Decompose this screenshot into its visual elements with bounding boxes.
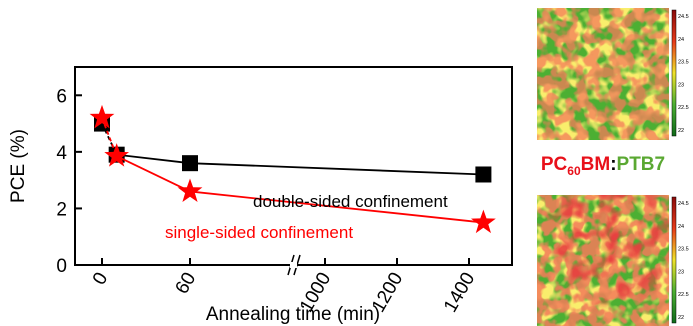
series-line-segment: [116, 153, 191, 165]
y-tick-label: 0: [56, 256, 67, 277]
data-point-square: [475, 166, 492, 183]
colorbar-tick-label: 23.5: [678, 247, 689, 253]
x-tick-label: 1400: [440, 269, 479, 316]
colorbar-tick-label: 24.5: [678, 14, 689, 20]
colorbar-tick-label: 23.5: [678, 60, 689, 66]
y-tick-label: 2: [56, 199, 67, 220]
top-morphology-map: [537, 8, 669, 140]
colorbar-tick-label: 22.5: [678, 292, 689, 298]
y-tick-label: 6: [56, 86, 67, 107]
x-axis-label: Annealing time (min): [206, 304, 380, 325]
series-line-segment: [116, 155, 191, 193]
series-line-segment: [189, 190, 484, 224]
y-axis-ticks: 0 2 4 6: [56, 86, 82, 277]
data-point-star: [177, 178, 203, 202]
material-label: PC60BM:PTB7: [541, 154, 665, 178]
label-pcbm-sub: 60: [567, 164, 581, 178]
colorbar-tick-label: 22.5: [678, 105, 689, 111]
legend-label-double: double-sided confinement: [253, 192, 448, 211]
axis-break-mark: [287, 254, 301, 276]
series-layer: [89, 104, 496, 234]
data-point-star: [471, 209, 496, 234]
data-point-star: [104, 143, 129, 167]
label-pcbm-tail: BM: [581, 154, 611, 175]
series-single-sided: [89, 104, 496, 234]
morphology-maps: 24.5 24 23.5 23 22.5 22 24.5 24 23.5 23 22.5 22 PC…: [537, 8, 689, 326]
label-ptb7: PTB7: [617, 154, 666, 175]
colorbar-tick-label: 24: [678, 224, 684, 230]
y-axis-label: PCE (%): [8, 129, 29, 203]
data-point-square: [182, 155, 198, 172]
x-tick-label: 0: [89, 269, 112, 289]
label-sep: :: [610, 154, 616, 175]
series-double-sided: [94, 115, 492, 183]
colorbar-tick-label: 23: [678, 269, 684, 275]
colorbar-top: 24.5 24 23.5 23 22.5 22: [671, 9, 689, 137]
data-point-star: [89, 104, 115, 129]
colorbar-bottom: 24.5 24 23.5 23 22.5 22: [671, 196, 689, 324]
colorbar-tick-label: 24: [678, 37, 684, 43]
colorbar-tick-label: 22: [678, 315, 684, 321]
legend-label-single: single-sided confinement: [165, 223, 353, 242]
label-pcbm: PC: [541, 154, 568, 175]
y-tick-label: 4: [56, 143, 67, 164]
colorbar-tick-label: 24.5: [678, 201, 689, 207]
colorbar-tick-label: 23: [678, 82, 684, 88]
bottom-morphology-map: [537, 195, 669, 326]
series-line-segment: [189, 162, 484, 176]
colorbar-tick-label: 22: [678, 128, 684, 134]
x-tick-label: 60: [172, 269, 201, 298]
